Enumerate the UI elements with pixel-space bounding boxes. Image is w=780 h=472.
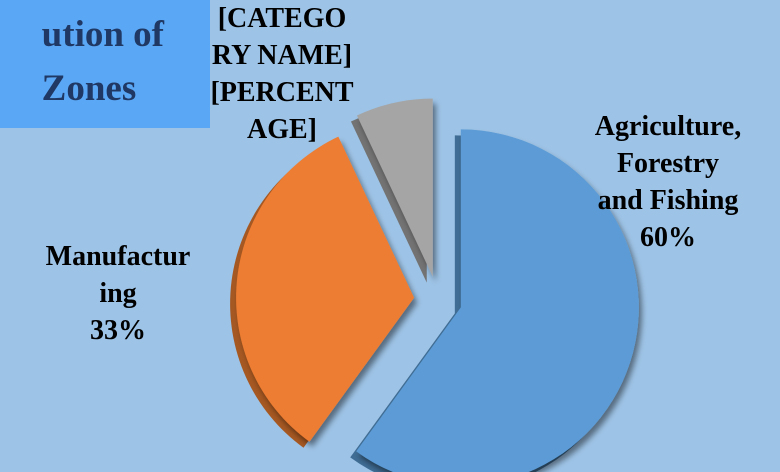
slice-label-other-line-2: RY NAME] [211, 40, 353, 71]
chart-title-line-1: ution of [41, 14, 164, 55]
slice-other [356, 98, 433, 277]
slice-label-other-line-4: AGE] [247, 114, 317, 145]
slice-label-other-line-3: [PERCENT [210, 77, 354, 108]
slice-label-manufacturing: Manufactur ing 33% [18, 238, 218, 349]
slice-label-agriculture: Agriculture, Forestry and Fishing 60% [556, 108, 780, 256]
chart-title: ution of Zones [42, 8, 164, 116]
slice-label-manufacturing-line-1: Manufactur [45, 241, 191, 272]
slice-label-manufacturing-line-2: ing [99, 278, 137, 309]
chart-title-box: ution of Zones [0, 0, 210, 128]
slice-agriculture [356, 129, 639, 472]
slice-label-manufacturing-line-3: 33% [90, 315, 146, 346]
other-label-clip: [CATEGO RY NAME] [PERCENT AGE] [210, 0, 354, 190]
slice-label-other: [CATEGO RY NAME] [PERCENT AGE] [210, 0, 354, 148]
slice-label-agriculture-line-3: and Fishing [597, 185, 739, 216]
slice-label-agriculture-line-2: Forestry [616, 148, 720, 179]
slice-label-other-line-1: [CATEGO [217, 3, 347, 34]
slice-label-agriculture-line-1: Agriculture, [594, 111, 742, 142]
slice-label-agriculture-line-4: 60% [640, 222, 696, 253]
chart-title-line-2: Zones [41, 68, 137, 109]
slice-manufacturing [236, 136, 415, 442]
